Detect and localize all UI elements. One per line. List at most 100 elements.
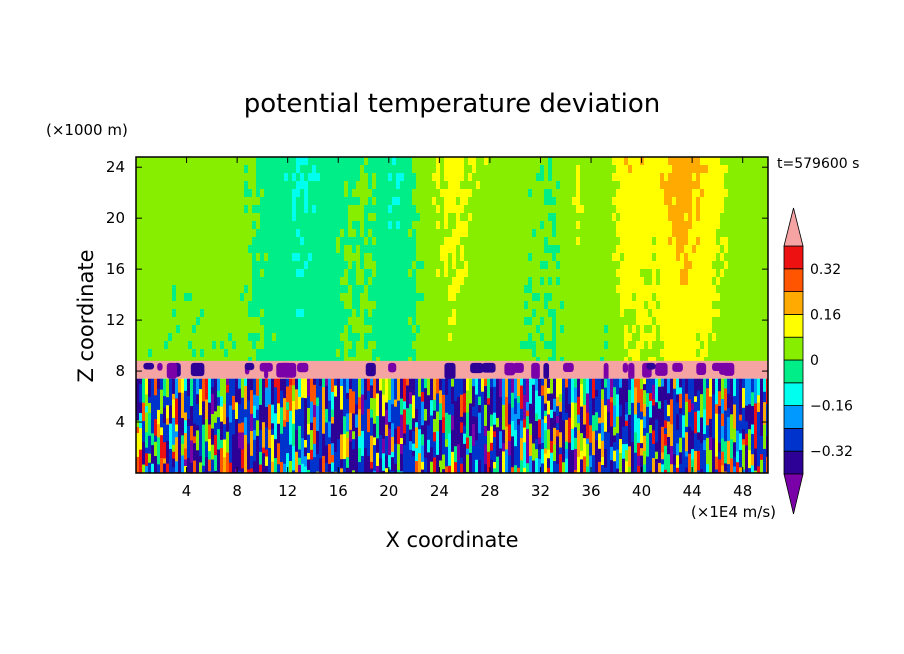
lower-layer-cell: [307, 423, 311, 436]
upper-layer-cell: [400, 341, 405, 350]
upper-layer-cell: [508, 269, 513, 278]
upper-layer-cell: [260, 245, 265, 254]
upper-layer-cell: [468, 197, 473, 206]
upper-layer-cell: [568, 189, 573, 198]
upper-layer-cell: [272, 341, 277, 350]
upper-layer-cell: [228, 333, 233, 342]
upper-layer-cell: [596, 213, 601, 222]
upper-layer-cell: [480, 197, 485, 206]
upper-layer-cell: [612, 189, 617, 198]
lower-layer-cell: [340, 378, 344, 387]
upper-layer-cell: [604, 301, 609, 310]
upper-layer-cell: [744, 181, 749, 190]
upper-layer-cell: [332, 261, 337, 270]
lower-layer-cell: [193, 436, 197, 444]
upper-layer-cell: [356, 261, 361, 270]
upper-layer-cell: [512, 341, 517, 350]
upper-layer-cell: [280, 221, 285, 230]
upper-layer-cell: [216, 181, 221, 190]
upper-layer-cell: [532, 293, 537, 302]
upper-layer-cell: [676, 245, 681, 254]
upper-layer-cell: [300, 197, 305, 206]
upper-layer-cell: [604, 165, 609, 174]
upper-layer-cell: [444, 157, 449, 166]
upper-layer-cell: [496, 245, 501, 254]
upper-layer-cell: [756, 285, 761, 294]
lower-layer-cell: [388, 399, 392, 423]
upper-layer-cell: [460, 197, 465, 206]
lower-layer-cell: [190, 406, 194, 427]
upper-layer-cell: [420, 229, 425, 238]
lower-layer-cell: [379, 419, 383, 436]
upper-layer-cell: [584, 325, 589, 334]
upper-layer-cell: [732, 181, 737, 190]
lower-layer-cell: [238, 432, 242, 449]
upper-layer-cell: [640, 229, 645, 238]
upper-layer-cell: [192, 293, 197, 302]
upper-layer-cell: [764, 245, 768, 254]
upper-layer-cell: [672, 261, 677, 270]
upper-layer-cell: [316, 269, 321, 278]
upper-layer-cell: [684, 245, 689, 254]
lower-layer-cell: [238, 448, 242, 472]
upper-layer-cell: [548, 269, 553, 278]
upper-layer-cell: [404, 165, 409, 174]
upper-layer-cell: [324, 205, 329, 214]
upper-layer-cell: [620, 221, 625, 230]
upper-layer-cell: [720, 349, 725, 358]
lower-layer-cell: [358, 409, 362, 437]
lower-layer-cell: [139, 449, 143, 456]
upper-layer-cell: [468, 317, 473, 326]
upper-layer-cell: [260, 309, 265, 318]
upper-layer-cell: [700, 309, 705, 318]
lower-layer-cell: [331, 455, 335, 463]
upper-layer-cell: [320, 181, 325, 190]
upper-layer-cell: [620, 309, 625, 318]
upper-layer-cell: [652, 293, 657, 302]
upper-layer-cell: [672, 277, 677, 286]
upper-layer-cell: [320, 317, 325, 326]
upper-layer-cell: [292, 309, 297, 318]
upper-layer-cell: [224, 173, 229, 182]
lower-layer-cell: [328, 437, 332, 445]
lower-layer-cell: [313, 404, 317, 418]
upper-layer-cell: [276, 277, 281, 286]
lower-layer-cell: [169, 448, 173, 462]
upper-layer-cell: [592, 277, 597, 286]
upper-layer-cell: [368, 309, 373, 318]
upper-layer-cell: [616, 285, 621, 294]
lower-layer-cell: [205, 468, 209, 473]
lower-layer-cell: [283, 426, 287, 445]
upper-layer-cell: [608, 181, 613, 190]
lower-layer-cell: [220, 378, 224, 397]
upper-layer-cell: [700, 325, 705, 334]
upper-layer-cell: [360, 301, 365, 310]
lower-layer-cell: [325, 462, 329, 473]
upper-layer-cell: [304, 157, 309, 166]
upper-layer-cell: [488, 325, 493, 334]
upper-layer-cell: [700, 277, 705, 286]
upper-layer-cell: [552, 325, 557, 334]
upper-layer-cell: [352, 213, 357, 222]
lower-layer-cell: [256, 378, 260, 397]
lower-layer-cell: [175, 398, 179, 425]
lower-layer-cell: [148, 396, 152, 404]
upper-layer-cell: [676, 237, 681, 246]
upper-layer-cell: [608, 237, 613, 246]
upper-layer-cell: [536, 317, 541, 326]
upper-layer-cell: [584, 221, 589, 230]
upper-layer-cell: [224, 157, 229, 166]
upper-layer-cell: [364, 325, 369, 334]
upper-layer-cell: [716, 165, 721, 174]
upper-layer-cell: [328, 157, 333, 166]
upper-layer-cell: [432, 221, 437, 230]
upper-layer-cell: [672, 229, 677, 238]
upper-layer-cell: [200, 165, 205, 174]
upper-layer-cell: [728, 189, 733, 198]
upper-layer-cell: [432, 285, 437, 294]
upper-layer-cell: [284, 269, 289, 278]
upper-layer-cell: [508, 301, 513, 310]
upper-layer-cell: [448, 293, 453, 302]
upper-layer-cell: [572, 245, 577, 254]
upper-layer-cell: [220, 333, 225, 342]
